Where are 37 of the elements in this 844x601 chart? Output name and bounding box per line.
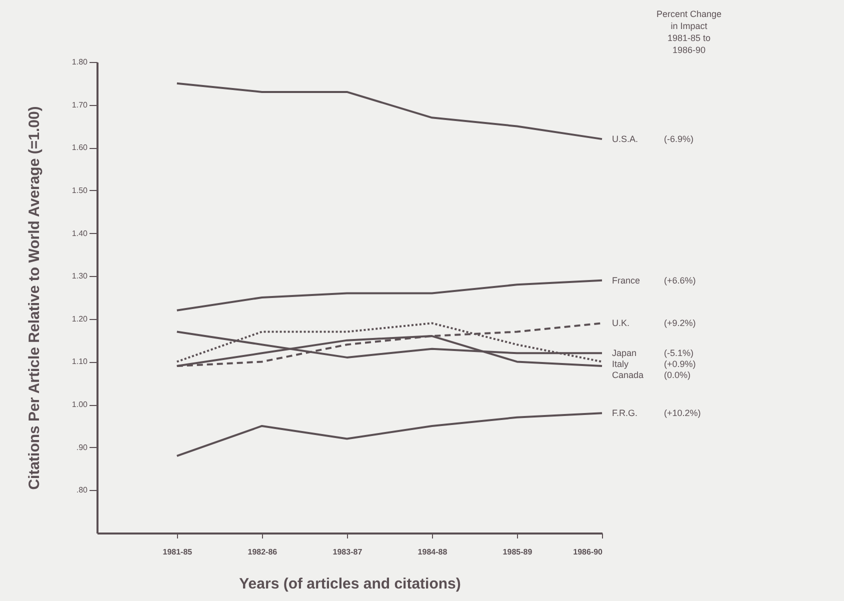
text: (0.0%) — [664, 370, 691, 380]
y-tick-label: .90 — [76, 442, 88, 452]
series-label: F.R.G. — [612, 408, 638, 418]
y-tick-label: 1.20 — [72, 314, 88, 324]
series-label: Italy — [612, 359, 630, 370]
text: (-6.9%) — [664, 134, 694, 144]
x-tick-label: 1985-89 — [502, 548, 533, 556]
series-label: Canada — [612, 370, 644, 380]
line-series — [176, 412, 603, 457]
x-tick-label: 1986-90 — [573, 548, 604, 556]
y-tick-label: 1.50 — [72, 186, 88, 195]
text: (+0.9%) — [664, 359, 696, 370]
x-tick-label: 1982-86 — [248, 548, 278, 556]
text: (+9.2%) — [664, 318, 696, 328]
y-tick-label: 1.70 — [72, 100, 88, 110]
text: (+10.2%) — [664, 408, 701, 418]
line-series — [176, 82, 603, 140]
y-tick-label: 1.00 — [72, 400, 88, 410]
y-tick-label: 1.60 — [72, 143, 88, 152]
series-label: France — [612, 275, 640, 286]
y-tick-label: 1.80 — [72, 58, 88, 66]
x-tick-label: 1981-85 — [162, 548, 193, 556]
y-tick-label: 1.10 — [72, 357, 88, 366]
y-tick-label: .80 — [76, 486, 88, 495]
text: (-5.1%) — [664, 348, 694, 358]
y-axis-title: Citations Per Article Relative to World Average (=1.00) — [26, 106, 43, 490]
series-label: U.S.A. — [612, 134, 638, 144]
series-label: U.K. — [612, 318, 630, 328]
text: (+6.6%) — [664, 275, 696, 286]
y-tick-label: 1.30 — [72, 272, 88, 281]
series-label: Japan — [612, 348, 637, 358]
x-tick-label: 1984-88 — [418, 548, 448, 556]
text: Percent Change in Impact 1981-85 to 1986-90 — [656, 9, 722, 55]
line-series — [176, 279, 603, 312]
y-tick-label: 1.40 — [72, 228, 88, 238]
x-tick-label: 1983-87 — [332, 548, 363, 556]
x-axis-title: Years (of articles and citations) — [239, 576, 461, 592]
